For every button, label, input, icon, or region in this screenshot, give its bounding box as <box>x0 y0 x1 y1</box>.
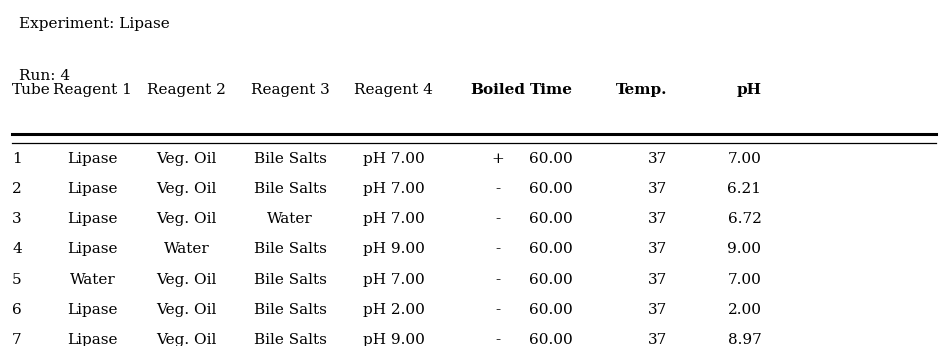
Text: Reagent 3: Reagent 3 <box>251 83 330 97</box>
Text: 37: 37 <box>647 333 667 346</box>
Text: pH 7.00: pH 7.00 <box>363 273 425 286</box>
Text: Lipase: Lipase <box>67 182 118 196</box>
Text: 37: 37 <box>647 182 667 196</box>
Text: +: + <box>491 152 504 166</box>
Text: pH 9.00: pH 9.00 <box>363 333 425 346</box>
Text: Lipase: Lipase <box>67 303 118 317</box>
Text: Reagent 1: Reagent 1 <box>53 83 132 97</box>
Text: Veg. Oil: Veg. Oil <box>156 182 217 196</box>
Text: Veg. Oil: Veg. Oil <box>156 212 217 226</box>
Text: 2: 2 <box>12 182 22 196</box>
Text: 6.21: 6.21 <box>727 182 761 196</box>
Text: 60.00: 60.00 <box>529 182 573 196</box>
Text: Lipase: Lipase <box>67 333 118 346</box>
Text: -: - <box>495 243 501 256</box>
Text: -: - <box>495 182 501 196</box>
Text: Veg. Oil: Veg. Oil <box>156 152 217 166</box>
Text: Veg. Oil: Veg. Oil <box>156 333 217 346</box>
Text: 3: 3 <box>12 212 22 226</box>
Text: 9.00: 9.00 <box>727 243 761 256</box>
Text: Lipase: Lipase <box>67 212 118 226</box>
Text: 60.00: 60.00 <box>529 243 573 256</box>
Text: Water: Water <box>267 212 313 226</box>
Text: -: - <box>495 212 501 226</box>
Text: Experiment: Lipase: Experiment: Lipase <box>19 17 170 31</box>
Text: -: - <box>495 303 501 317</box>
Text: 60.00: 60.00 <box>529 212 573 226</box>
Text: Water: Water <box>69 273 116 286</box>
Text: pH 7.00: pH 7.00 <box>363 152 425 166</box>
Text: 8.97: 8.97 <box>728 333 761 346</box>
Text: Bile Salts: Bile Salts <box>254 273 327 286</box>
Text: 37: 37 <box>647 212 667 226</box>
Text: 37: 37 <box>647 152 667 166</box>
Text: 7.00: 7.00 <box>727 152 761 166</box>
Text: Run: 4: Run: 4 <box>19 69 70 83</box>
Text: 5: 5 <box>12 273 22 286</box>
Text: 6.72: 6.72 <box>727 212 761 226</box>
Text: Tube: Tube <box>12 83 51 97</box>
Text: 1: 1 <box>12 152 22 166</box>
Text: Veg. Oil: Veg. Oil <box>156 303 217 317</box>
Text: 2.00: 2.00 <box>727 303 761 317</box>
Text: pH 7.00: pH 7.00 <box>363 182 425 196</box>
Text: 4: 4 <box>12 243 22 256</box>
Text: pH: pH <box>737 83 761 97</box>
Text: Water: Water <box>164 243 210 256</box>
Text: Time: Time <box>530 83 573 97</box>
Text: Bile Salts: Bile Salts <box>254 243 327 256</box>
Text: 60.00: 60.00 <box>529 273 573 286</box>
Text: Bile Salts: Bile Salts <box>254 303 327 317</box>
Text: 7: 7 <box>12 333 22 346</box>
Text: pH 2.00: pH 2.00 <box>363 303 425 317</box>
Text: Lipase: Lipase <box>67 152 118 166</box>
Text: Boiled: Boiled <box>470 83 525 97</box>
Text: Temp.: Temp. <box>615 83 667 97</box>
Text: Bile Salts: Bile Salts <box>254 333 327 346</box>
Text: 37: 37 <box>647 243 667 256</box>
Text: Bile Salts: Bile Salts <box>254 152 327 166</box>
Text: 60.00: 60.00 <box>529 303 573 317</box>
Text: -: - <box>495 273 501 286</box>
Text: Reagent 2: Reagent 2 <box>147 83 226 97</box>
Text: pH 7.00: pH 7.00 <box>363 212 425 226</box>
Text: Reagent 4: Reagent 4 <box>355 83 433 97</box>
Text: 60.00: 60.00 <box>529 333 573 346</box>
Text: 37: 37 <box>647 303 667 317</box>
Text: -: - <box>495 333 501 346</box>
Text: 37: 37 <box>647 273 667 286</box>
Text: 7.00: 7.00 <box>727 273 761 286</box>
Text: pH 9.00: pH 9.00 <box>363 243 425 256</box>
Text: 60.00: 60.00 <box>529 152 573 166</box>
Text: 6: 6 <box>12 303 22 317</box>
Text: Veg. Oil: Veg. Oil <box>156 273 217 286</box>
Text: Lipase: Lipase <box>67 243 118 256</box>
Text: Bile Salts: Bile Salts <box>254 182 327 196</box>
